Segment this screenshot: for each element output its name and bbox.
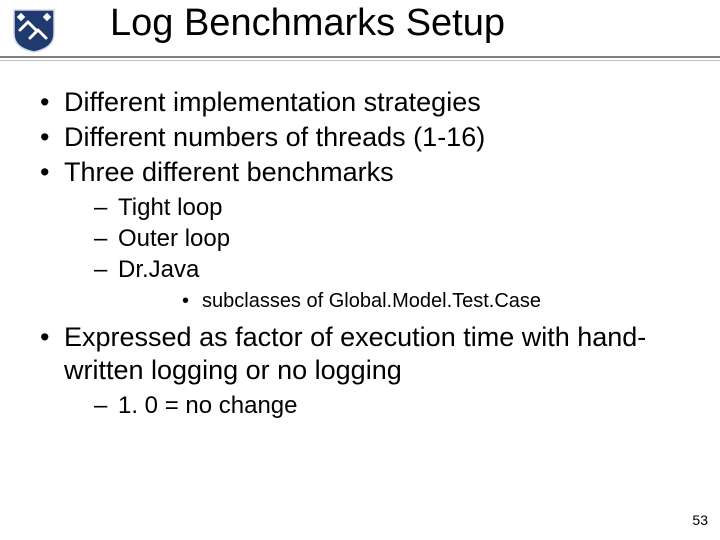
bullet-text: Tight loop [118, 194, 223, 221]
shield-logo-icon [10, 6, 58, 54]
bullet-item: Different implementation strategies [36, 86, 690, 119]
bullet-text: Different numbers of threads (1-16) [64, 122, 485, 152]
bullet-text: subclasses of Global.Model.Test.Case [202, 290, 541, 312]
bullet-item: Three different benchmarks Tight loop Ou… [36, 156, 690, 313]
sub-bullet-item: Tight loop [64, 193, 690, 222]
sub-bullet-item: Outer loop [64, 224, 690, 253]
slide: { "title": "Log Benchmarks Setup", "logo… [0, 0, 720, 540]
title-rule-top [0, 56, 720, 58]
bullet-text: 1. 0 = no change [118, 392, 297, 419]
title-rule-bottom [0, 60, 720, 61]
bullet-list: Different implementation strategies Diff… [36, 86, 690, 420]
subsub-bullet-item: subclasses of Global.Model.Test.Case [118, 289, 690, 313]
slide-body: Different implementation strategies Diff… [36, 86, 690, 422]
bullet-item: Expressed as factor of execution time wi… [36, 321, 690, 420]
subsub-bullet-list: subclasses of Global.Model.Test.Case [118, 289, 690, 313]
bullet-text: Expressed as factor of execution time wi… [64, 322, 646, 385]
bullet-text: Outer loop [118, 225, 230, 252]
bullet-text: Three different benchmarks [64, 157, 394, 187]
sub-bullet-list: Tight loop Outer loop Dr.Java subclasses… [64, 193, 690, 313]
sub-bullet-list: 1. 0 = no change [64, 391, 690, 420]
slide-title: Log Benchmarks Setup [110, 2, 505, 45]
slide-header: Log Benchmarks Setup [0, 0, 720, 62]
bullet-text: Different implementation strategies [64, 87, 481, 117]
sub-bullet-item: Dr.Java subclasses of Global.Model.Test.… [64, 255, 690, 313]
sub-bullet-item: 1. 0 = no change [64, 391, 690, 420]
bullet-item: Different numbers of threads (1-16) [36, 121, 690, 154]
bullet-text: Dr.Java [118, 256, 199, 283]
page-number: 53 [692, 512, 708, 528]
